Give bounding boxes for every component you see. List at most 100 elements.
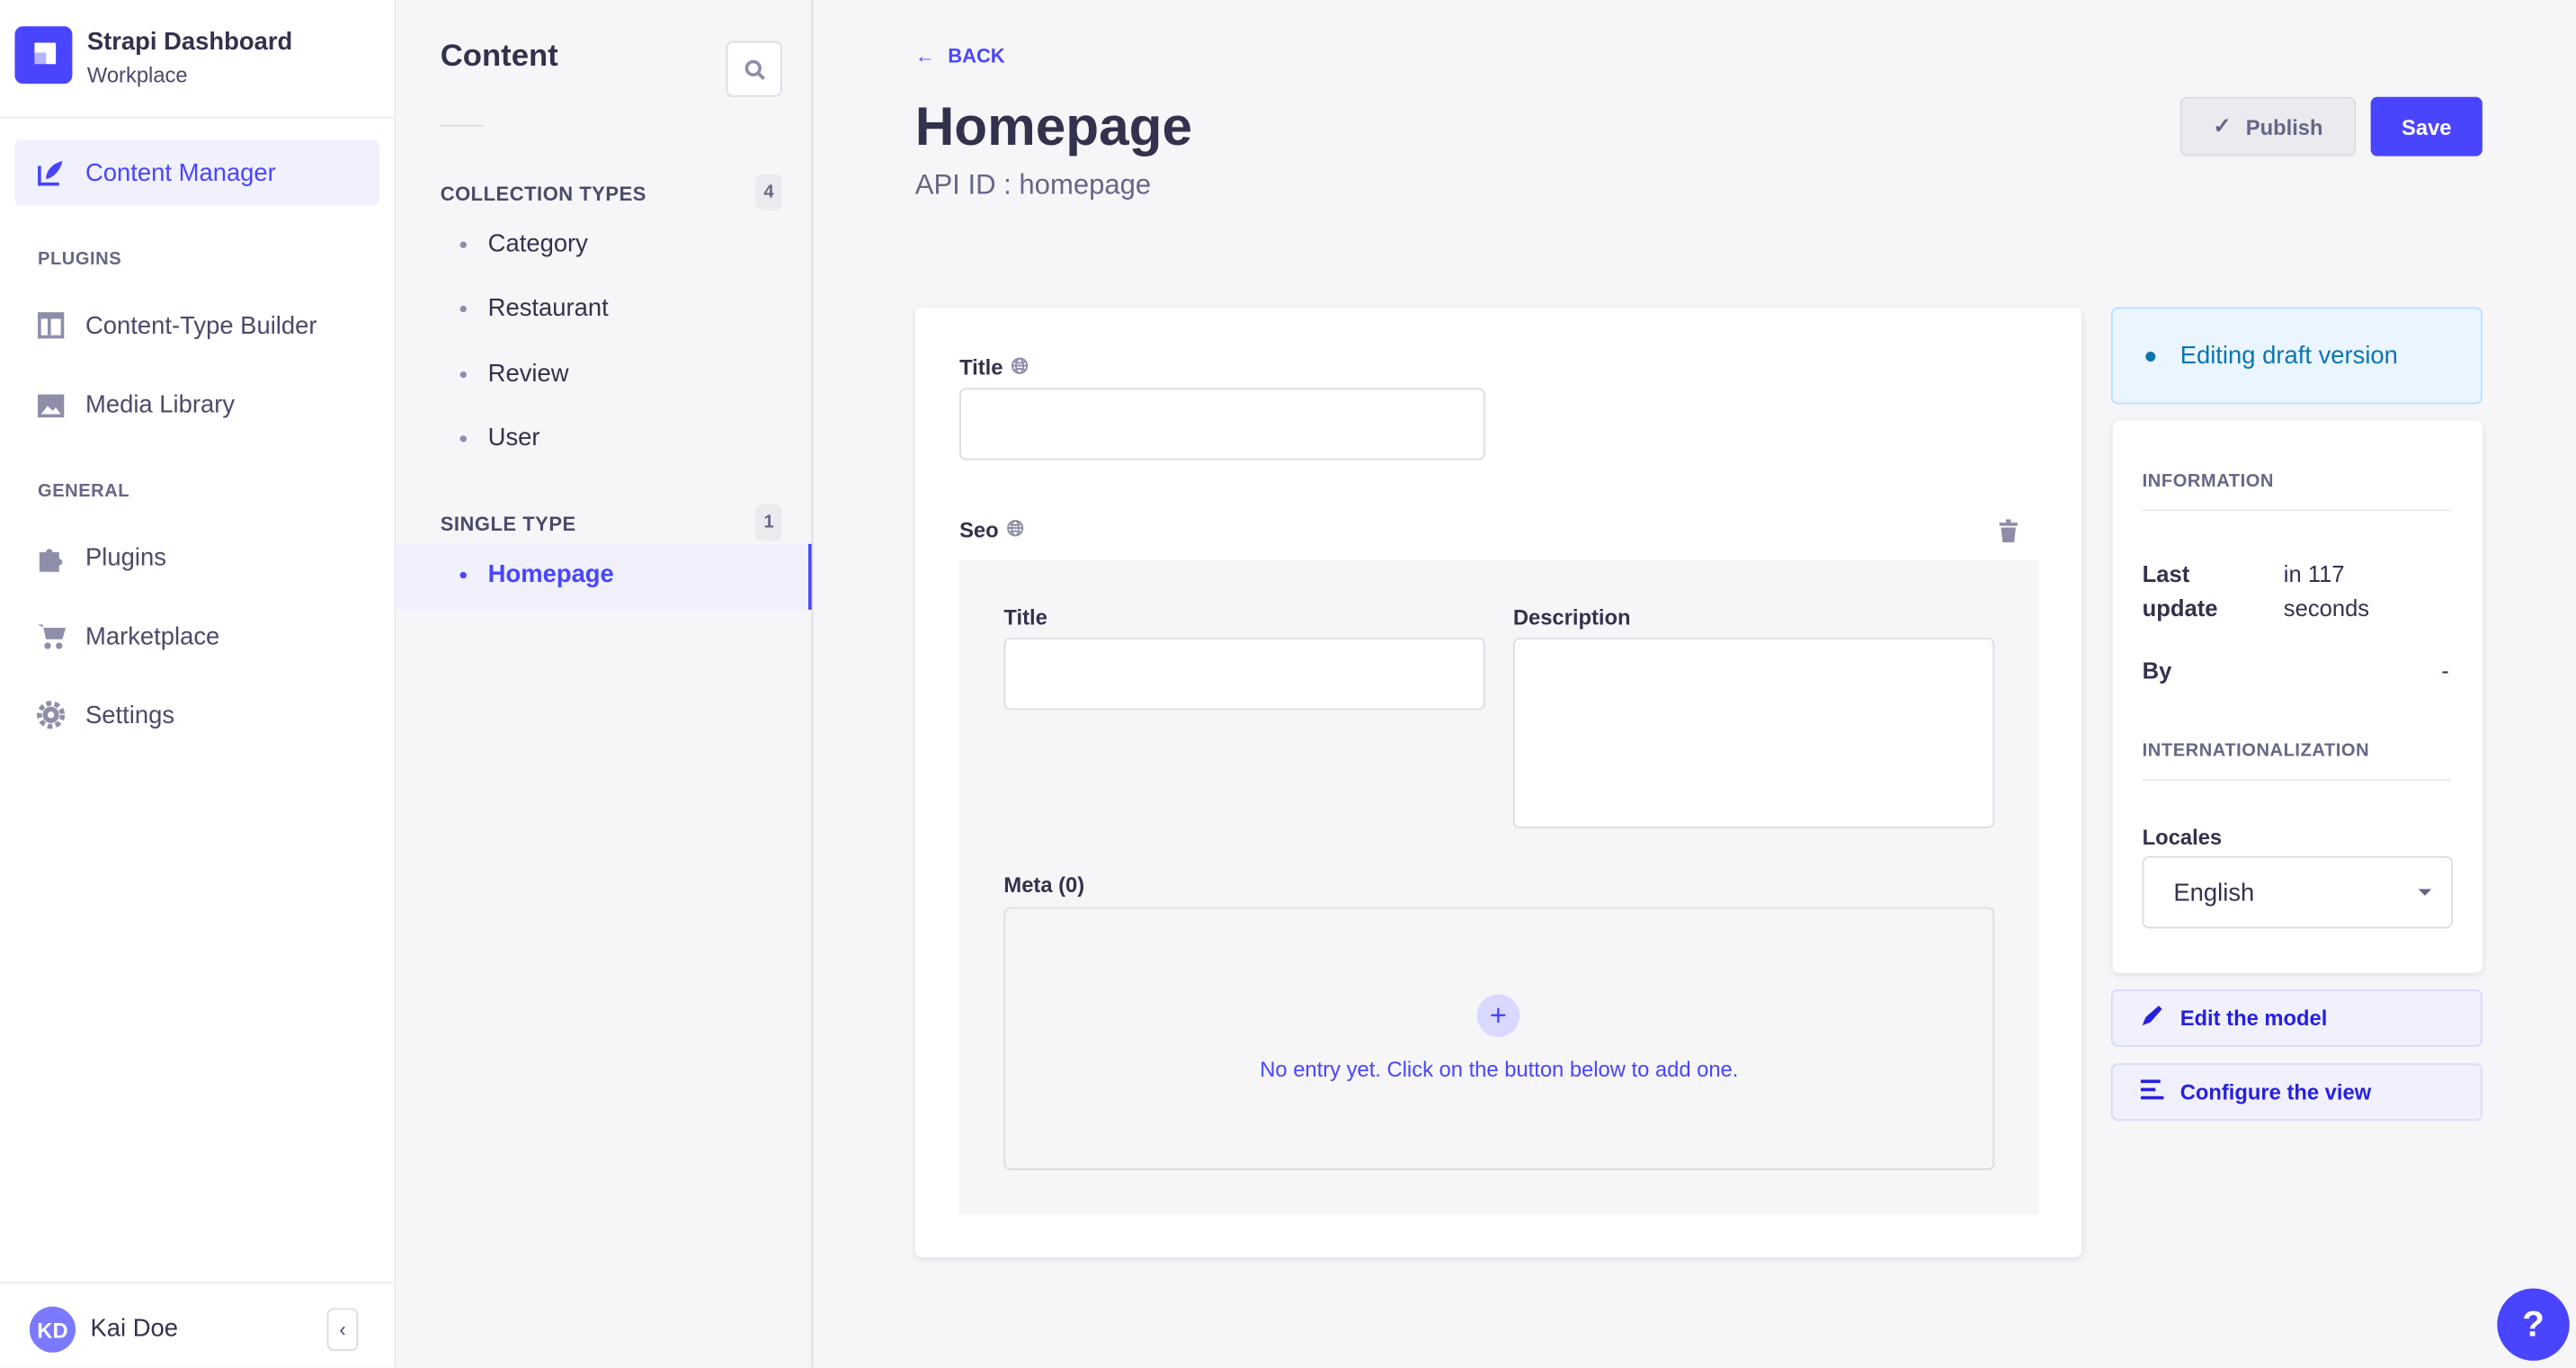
search-icon bbox=[744, 58, 765, 80]
item-label: User bbox=[487, 424, 540, 452]
nav-content-manager[interactable]: Content Manager bbox=[14, 139, 380, 206]
chevron-left-icon: ‹ bbox=[339, 1318, 346, 1341]
brand-subtitle: Workplace bbox=[86, 62, 188, 87]
content-subnav bbox=[396, 0, 814, 1368]
layout-icon bbox=[36, 310, 66, 340]
search-button[interactable] bbox=[726, 40, 782, 97]
list-icon bbox=[2140, 1079, 2164, 1104]
locales-label: Locales bbox=[2142, 825, 2223, 850]
edit-model-button[interactable]: Edit the model bbox=[2110, 988, 2482, 1047]
strapi-logo-icon bbox=[14, 26, 73, 85]
cart-icon bbox=[36, 621, 67, 651]
item-label: Review bbox=[487, 360, 569, 389]
draft-status: Editing draft version bbox=[2110, 307, 2482, 405]
nav-marketplace[interactable]: Marketplace bbox=[14, 604, 379, 669]
back-link[interactable]: ← BACK bbox=[915, 44, 1005, 67]
collection-item[interactable]: User bbox=[459, 424, 540, 452]
nav-content-type-builder[interactable]: Content-Type Builder bbox=[14, 292, 379, 358]
bullet bbox=[459, 371, 467, 378]
collection-count-badge: 4 bbox=[755, 174, 782, 210]
meta-empty-area bbox=[1003, 907, 1995, 1170]
by-label: By bbox=[2142, 657, 2172, 684]
item-label: Restaurant bbox=[487, 294, 609, 323]
subnav-title: Content bbox=[440, 39, 558, 75]
configure-view-button[interactable]: Configure the view bbox=[2110, 1063, 2482, 1122]
collection-item[interactable]: Category bbox=[459, 229, 588, 258]
bullet bbox=[459, 304, 467, 312]
arrow-left-icon: ← bbox=[914, 44, 935, 67]
button-label: Edit the model bbox=[2179, 1006, 2328, 1031]
seo-description-textarea[interactable] bbox=[1512, 637, 1995, 828]
locale-select[interactable]: English bbox=[2142, 855, 2454, 929]
status-dot-icon bbox=[2145, 351, 2156, 362]
collection-item[interactable]: Review bbox=[459, 360, 569, 389]
nav-settings[interactable]: Settings bbox=[14, 682, 379, 747]
page-title: Homepage bbox=[914, 94, 1193, 156]
gear-icon bbox=[36, 700, 66, 729]
nav-label: Media Library bbox=[85, 389, 236, 419]
seo-title-label: Title bbox=[1003, 604, 1047, 630]
question-icon: ? bbox=[2522, 1302, 2545, 1345]
divider bbox=[2142, 779, 2452, 781]
brand-title: Strapi Dashboard bbox=[86, 28, 293, 57]
last-update-value: in 117 seconds bbox=[2283, 560, 2370, 621]
collapse-nav-button[interactable]: ‹ bbox=[326, 1308, 359, 1351]
trash-icon bbox=[1999, 519, 2018, 542]
back-label: BACK bbox=[948, 44, 1005, 67]
image-icon bbox=[36, 389, 66, 419]
seo-title-input[interactable] bbox=[1003, 637, 1485, 711]
bullet bbox=[459, 434, 467, 442]
help-button[interactable]: ? bbox=[2497, 1288, 2570, 1361]
plus-icon: + bbox=[1489, 998, 1507, 1032]
delete-component-button[interactable] bbox=[1998, 519, 2019, 550]
brand: Strapi Dashboard Workplace bbox=[0, 0, 395, 119]
globe-icon: 🌐︎ bbox=[1011, 353, 1029, 379]
collection-types-heading: COLLECTION TYPES bbox=[440, 182, 646, 206]
last-update-label: Last update bbox=[2142, 560, 2218, 621]
label-text: Title bbox=[959, 353, 1003, 380]
save-button[interactable]: Save bbox=[2370, 96, 2482, 156]
nav-label: Marketplace bbox=[85, 621, 220, 650]
bullet bbox=[459, 240, 467, 247]
single-type-heading: SINGLE TYPE bbox=[440, 513, 576, 536]
api-id: API ID : homepage bbox=[914, 169, 1152, 201]
globe-icon: 🌐︎ bbox=[1006, 515, 1024, 541]
divider bbox=[2142, 509, 2452, 512]
plugins-heading: PLUGINS bbox=[38, 249, 122, 270]
seo-description-label: Description bbox=[1512, 604, 1631, 630]
meta-empty-text: No entry yet. Click on the button below … bbox=[1260, 1056, 1739, 1082]
bullet bbox=[459, 570, 467, 578]
publish-button[interactable]: ✓ Publish bbox=[2179, 96, 2357, 156]
item-label: Category bbox=[487, 229, 588, 258]
check-icon: ✓ bbox=[2213, 113, 2232, 139]
draft-label: Editing draft version bbox=[2179, 342, 2398, 371]
nav-plugins[interactable]: Plugins bbox=[14, 524, 379, 590]
nav-label: Content Manager bbox=[85, 158, 276, 187]
i18n-heading: INTERNATIONALIZATION bbox=[2142, 741, 2370, 761]
nav-media-library[interactable]: Media Library bbox=[14, 371, 379, 437]
single-item-label[interactable]: Homepage bbox=[459, 560, 614, 588]
divider bbox=[0, 1282, 395, 1284]
nav-label: Settings bbox=[85, 701, 175, 729]
button-label: Configure the view bbox=[2179, 1079, 2372, 1104]
general-heading: GENERAL bbox=[38, 481, 130, 502]
avatar[interactable]: KD bbox=[29, 1306, 76, 1353]
add-meta-button[interactable]: + bbox=[1476, 994, 1520, 1037]
publish-label: Publish bbox=[2245, 113, 2323, 139]
seo-label: Seo 🌐︎ bbox=[959, 516, 1024, 542]
nav-label: Content-Type Builder bbox=[85, 311, 317, 340]
pencil-icon bbox=[2141, 1004, 2164, 1032]
puzzle-icon bbox=[36, 542, 66, 572]
feather-icon bbox=[36, 157, 66, 187]
nav-label: Plugins bbox=[85, 542, 166, 571]
label-text: Seo bbox=[959, 516, 999, 542]
user-name[interactable]: Kai Doe bbox=[90, 1314, 179, 1343]
locale-value: English bbox=[2173, 878, 2255, 907]
collection-item[interactable]: Restaurant bbox=[459, 294, 609, 323]
title-input[interactable] bbox=[959, 388, 1485, 460]
main-nav: Strapi Dashboard Workplace Content Manag… bbox=[0, 0, 397, 1368]
title-label: Title 🌐︎ bbox=[959, 353, 1029, 380]
by-value: - bbox=[2441, 657, 2449, 684]
divider bbox=[440, 124, 484, 127]
information-heading: INFORMATION bbox=[2142, 471, 2275, 492]
